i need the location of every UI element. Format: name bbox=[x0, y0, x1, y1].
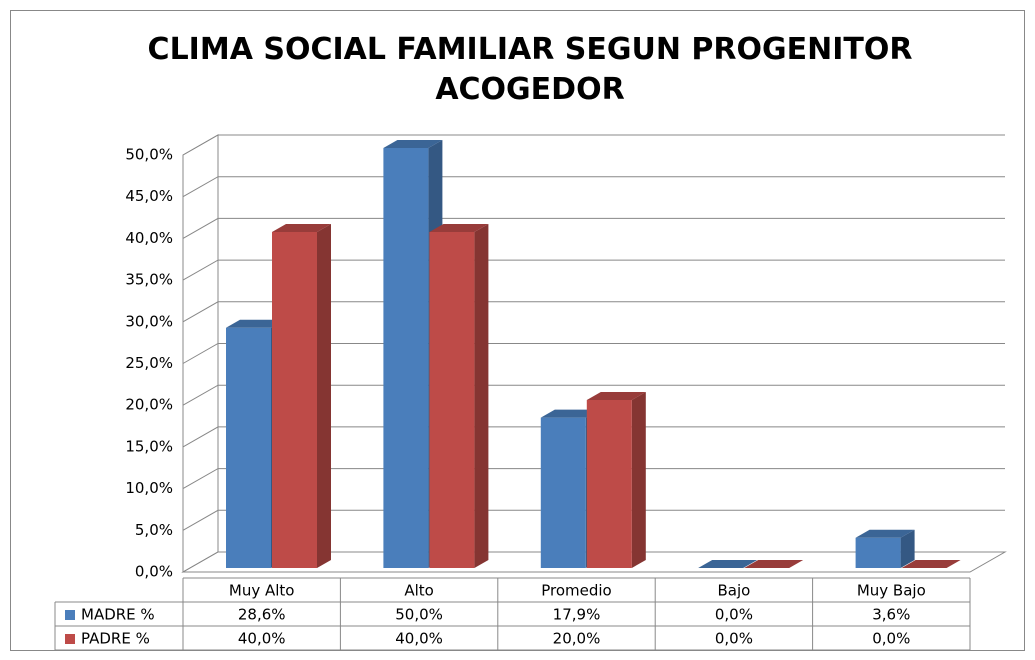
bar bbox=[540, 417, 586, 568]
bar-top bbox=[272, 224, 331, 232]
grid-line bbox=[182, 134, 1005, 156]
data-label: 0,0% bbox=[715, 606, 753, 624]
bar bbox=[429, 232, 475, 568]
y-tick-label: 30,0% bbox=[125, 312, 173, 330]
legend-key bbox=[65, 634, 75, 644]
bar bbox=[272, 232, 317, 568]
bar-top bbox=[226, 319, 285, 328]
y-tick-label: 10,0% bbox=[125, 479, 173, 497]
y-tick-label: 35,0% bbox=[125, 271, 173, 289]
grid-line bbox=[182, 384, 1005, 406]
bar-side bbox=[317, 224, 331, 568]
legend-label: MADRE % bbox=[81, 606, 155, 624]
chart-border bbox=[10, 10, 1025, 651]
legend-key bbox=[65, 610, 75, 620]
grid-line bbox=[182, 468, 1005, 490]
data-label: 0,0% bbox=[872, 630, 910, 648]
bar-top bbox=[383, 140, 443, 148]
data-label: 17,9% bbox=[553, 606, 601, 624]
legend-label: PADRE % bbox=[81, 630, 150, 648]
data-label: 28,6% bbox=[238, 606, 286, 624]
bar bbox=[226, 327, 271, 568]
bar-side bbox=[900, 529, 915, 568]
y-tick-label: 40,0% bbox=[125, 229, 173, 247]
grid-line bbox=[182, 426, 1005, 448]
y-tick-label: 25,0% bbox=[125, 354, 173, 372]
y-tick-label: 50,0% bbox=[125, 146, 173, 164]
y-tick-label: 5,0% bbox=[135, 521, 173, 539]
bar-side bbox=[631, 392, 646, 568]
bar-top bbox=[901, 560, 961, 568]
grid-line bbox=[182, 301, 1005, 323]
bar-top bbox=[540, 409, 600, 418]
bar-top bbox=[698, 560, 758, 568]
grid-line bbox=[182, 176, 1005, 198]
bar-top bbox=[586, 392, 646, 400]
x-tick-label: Muy Bajo bbox=[857, 582, 926, 600]
bar-side bbox=[474, 224, 489, 568]
bar-top bbox=[744, 560, 804, 568]
grid-line bbox=[182, 509, 1005, 531]
data-label: 50,0% bbox=[395, 606, 443, 624]
grid-line bbox=[182, 217, 1005, 239]
y-tick-label: 45,0% bbox=[125, 187, 173, 205]
chart-title: CLIMA SOCIAL FAMILIAR SEGUN PROGENITOR A… bbox=[147, 32, 913, 107]
x-tick-label: Bajo bbox=[717, 582, 750, 600]
data-label: 0,0% bbox=[715, 630, 753, 648]
data-label: 40,0% bbox=[238, 630, 286, 648]
bar bbox=[855, 537, 901, 568]
y-tick-label: 15,0% bbox=[125, 437, 173, 455]
grid-line bbox=[182, 343, 1005, 364]
grid-line bbox=[182, 259, 1005, 281]
y-tick-label: 0,0% bbox=[135, 563, 173, 581]
x-tick-label: Muy Alto bbox=[229, 582, 295, 600]
bar-top bbox=[429, 224, 489, 232]
bar bbox=[383, 148, 429, 568]
data-label: 40,0% bbox=[395, 630, 443, 648]
x-tick-label: Alto bbox=[404, 582, 434, 600]
x-tick-label: Promedio bbox=[541, 582, 612, 600]
bar-top bbox=[855, 529, 915, 538]
y-tick-label: 20,0% bbox=[125, 396, 173, 414]
data-label: 3,6% bbox=[872, 606, 910, 624]
bar bbox=[586, 400, 632, 568]
data-label: 20,0% bbox=[553, 630, 601, 648]
grid-line bbox=[182, 551, 1005, 573]
